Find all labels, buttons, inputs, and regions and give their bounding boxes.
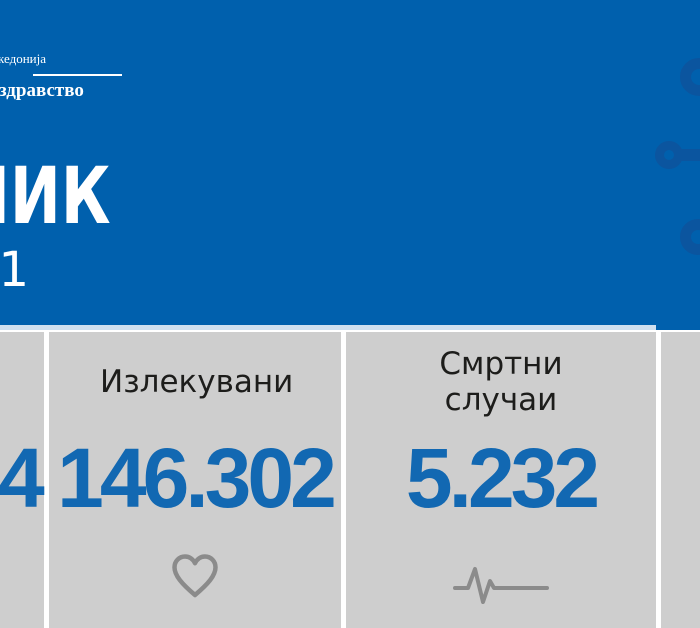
molecule-ring-icon [655, 141, 683, 169]
stat-card-recovered: Излекувани 146.302 [49, 332, 341, 628]
stat-value: 146.302 [57, 431, 337, 525]
molecule-ring-icon [680, 58, 700, 96]
header-underline-right [656, 325, 700, 330]
header-underline [0, 325, 656, 330]
stat-label: Излекувани [100, 364, 294, 400]
stat-label: Смртни случаи [439, 346, 563, 418]
bulletin-title-clip: НИК [0, 157, 118, 235]
stat-card-right-partial [661, 332, 700, 628]
bulletin-date-clip: 21 [0, 246, 40, 296]
stat-value: 4 [0, 431, 45, 525]
stat-value: 5.232 [405, 431, 600, 525]
stat-card-deaths: Смртни случаи 5.232 [346, 332, 656, 628]
pulse-icon [346, 562, 656, 606]
stat-card-total-partial: 4 [0, 332, 45, 628]
heart-icon [49, 554, 341, 600]
bulletin-title: НИК [0, 157, 111, 235]
logo-country-text: кедонија [0, 51, 47, 66]
logo-ministry-text: здравство [0, 80, 84, 101]
molecule-ring-icon [680, 219, 700, 255]
bulletin-header: кедонија здравство НИК 21 [0, 0, 700, 325]
molecule-connector [681, 149, 700, 161]
bulletin-date: 21 [0, 246, 30, 296]
logo-divider [33, 74, 122, 76]
